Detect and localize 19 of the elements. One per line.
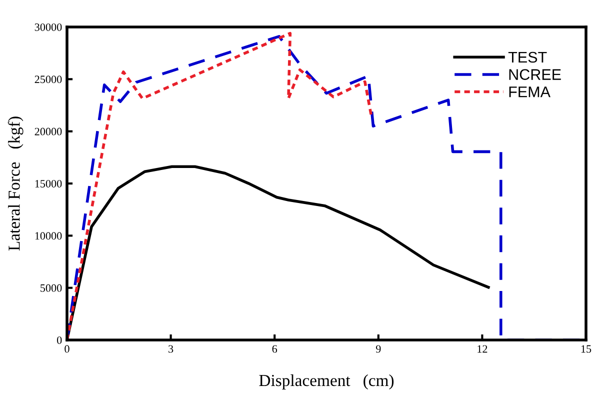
y-tick-label: 5000 xyxy=(40,284,62,292)
line-series xyxy=(67,32,373,340)
y-tick-label: 30000 xyxy=(34,23,62,31)
x-tick-label: 0 xyxy=(64,345,70,353)
y-tick-label: 25000 xyxy=(34,76,62,84)
y-tick-label: 15000 xyxy=(35,180,62,188)
x-tick-label: 6 xyxy=(272,345,278,353)
y-tick-label: 10000 xyxy=(35,232,62,240)
y-tick-label: 0 xyxy=(57,336,62,344)
x-tick-label: 12 xyxy=(478,345,488,353)
y-tick-label: 20000 xyxy=(34,128,62,136)
legend-label: NCREE xyxy=(509,69,561,80)
y-axis-title: Lateral Force (kgf) xyxy=(8,116,24,251)
x-tick-label: 9 xyxy=(376,345,381,353)
x-axis-title: Displacement (cm) xyxy=(259,374,394,390)
legend-label: TEST xyxy=(508,52,547,63)
x-tick-label: 15 xyxy=(581,345,592,353)
legend-label: FEMA xyxy=(509,86,550,98)
x-tick-label: 3 xyxy=(168,345,174,353)
